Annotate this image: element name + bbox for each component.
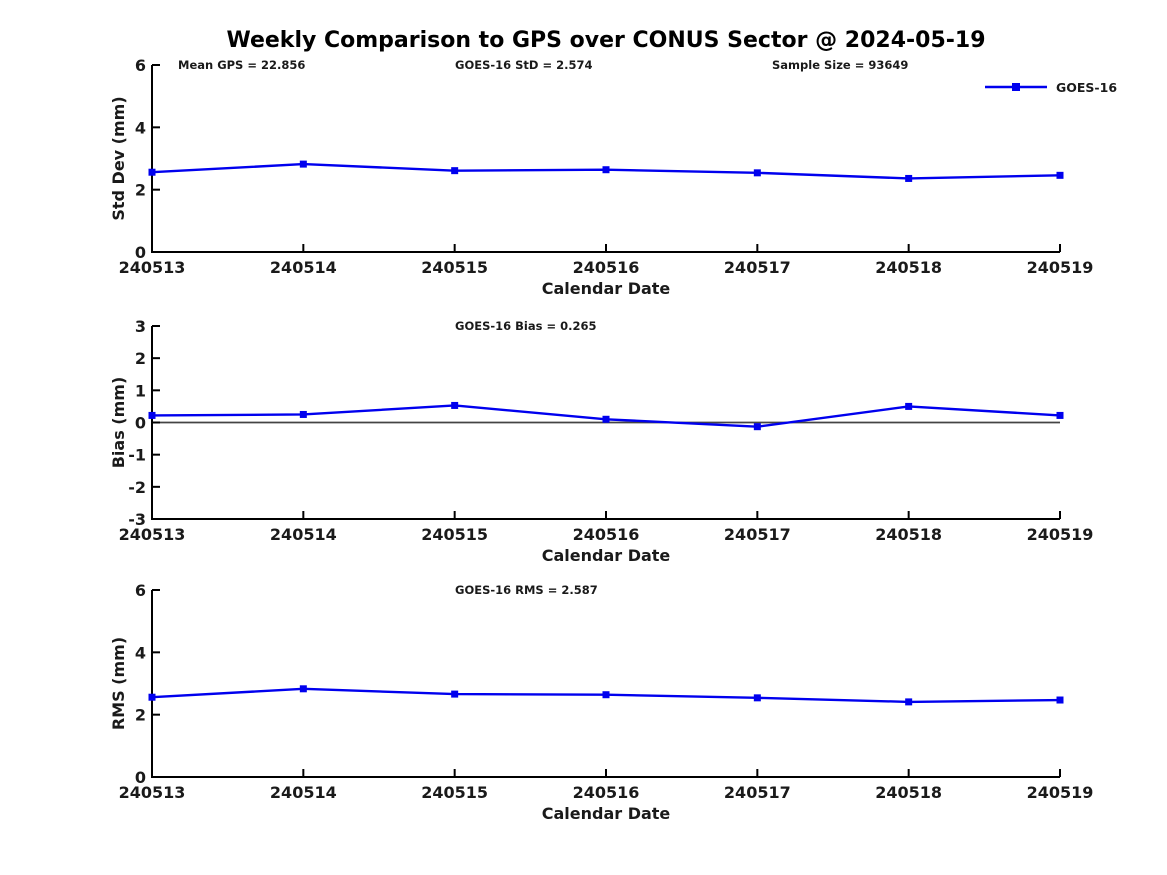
y-tick-label: 4 — [135, 643, 146, 662]
y-axis-label: Bias (mm) — [109, 377, 128, 469]
data-point-marker — [1056, 171, 1064, 179]
data-point-marker — [753, 694, 761, 702]
y-tick-label: 3 — [135, 317, 146, 336]
data-point-marker — [602, 166, 610, 174]
data-point-marker — [905, 402, 913, 410]
data-point-marker — [451, 167, 459, 175]
y-tick-label: 0 — [135, 243, 146, 262]
x-tick-label: 240514 — [270, 783, 337, 802]
x-tick-label: 240516 — [573, 525, 640, 544]
x-axis-label: Calendar Date — [542, 546, 671, 565]
y-tick-label: -1 — [128, 446, 146, 465]
x-tick-label: 240513 — [119, 525, 186, 544]
x-tick-label: 240518 — [875, 525, 942, 544]
y-axis-label: RMS (mm) — [109, 637, 128, 730]
x-tick-label: 240517 — [724, 525, 791, 544]
y-tick-label: 0 — [135, 414, 146, 433]
x-tick-label: 240514 — [270, 525, 337, 544]
x-tick-label: 240513 — [119, 783, 186, 802]
y-tick-label: 2 — [135, 349, 146, 368]
x-tick-label: 240515 — [421, 525, 488, 544]
x-tick-label: 240515 — [421, 258, 488, 277]
legend-marker-sample — [1012, 83, 1020, 91]
x-tick-label: 240518 — [875, 258, 942, 277]
legend-label: GOES-16 — [1056, 80, 1117, 95]
y-tick-label: -2 — [128, 478, 146, 497]
data-point-marker — [1056, 696, 1064, 704]
data-point-marker — [905, 698, 913, 706]
x-tick-label: 240517 — [724, 258, 791, 277]
data-point-marker — [299, 685, 307, 693]
axis-spines — [151, 590, 1060, 778]
x-tick-label: 240515 — [421, 783, 488, 802]
x-axis-label: Calendar Date — [542, 279, 671, 298]
figure-title: Weekly Comparison to GPS over CONUS Sect… — [226, 28, 986, 53]
y-tick-label: 1 — [135, 381, 146, 400]
data-point-marker — [299, 410, 307, 418]
y-axis-label: Std Dev (mm) — [109, 96, 128, 220]
data-point-marker — [753, 423, 761, 431]
data-point-marker — [148, 411, 156, 419]
y-tick-label: 0 — [135, 768, 146, 787]
y-tick-label: 4 — [135, 118, 146, 137]
stat-annotation: GOES-16 StD = 2.574 — [455, 58, 592, 72]
axis-spines — [151, 65, 1060, 253]
x-tick-label: 240513 — [119, 258, 186, 277]
data-point-marker — [148, 693, 156, 701]
data-point-marker — [905, 174, 913, 182]
data-point-marker — [602, 691, 610, 699]
x-axis-label: Calendar Date — [542, 804, 671, 823]
x-tick-label: 240519 — [1027, 525, 1094, 544]
stat-annotation: GOES-16 RMS = 2.587 — [455, 583, 598, 597]
y-tick-label: 2 — [135, 706, 146, 725]
data-point-marker — [753, 169, 761, 177]
y-tick-label: -3 — [128, 510, 146, 529]
data-point-marker — [451, 401, 459, 409]
x-tick-label: 240514 — [270, 258, 337, 277]
data-point-marker — [299, 160, 307, 168]
x-tick-label: 240516 — [573, 258, 640, 277]
stat-annotation: Mean GPS = 22.856 — [178, 58, 305, 72]
data-point-marker — [602, 415, 610, 423]
x-tick-label: 240519 — [1027, 783, 1094, 802]
y-tick-label: 2 — [135, 181, 146, 200]
x-tick-label: 240517 — [724, 783, 791, 802]
y-tick-label: 6 — [135, 56, 146, 75]
data-point-marker — [1056, 411, 1064, 419]
x-tick-label: 240518 — [875, 783, 942, 802]
x-tick-label: 240519 — [1027, 258, 1094, 277]
data-point-marker — [451, 690, 459, 698]
y-tick-label: 6 — [135, 581, 146, 600]
stat-annotation: GOES-16 Bias = 0.265 — [455, 319, 596, 333]
stat-annotation: Sample Size = 93649 — [772, 58, 908, 72]
x-tick-label: 240516 — [573, 783, 640, 802]
data-point-marker — [148, 168, 156, 176]
